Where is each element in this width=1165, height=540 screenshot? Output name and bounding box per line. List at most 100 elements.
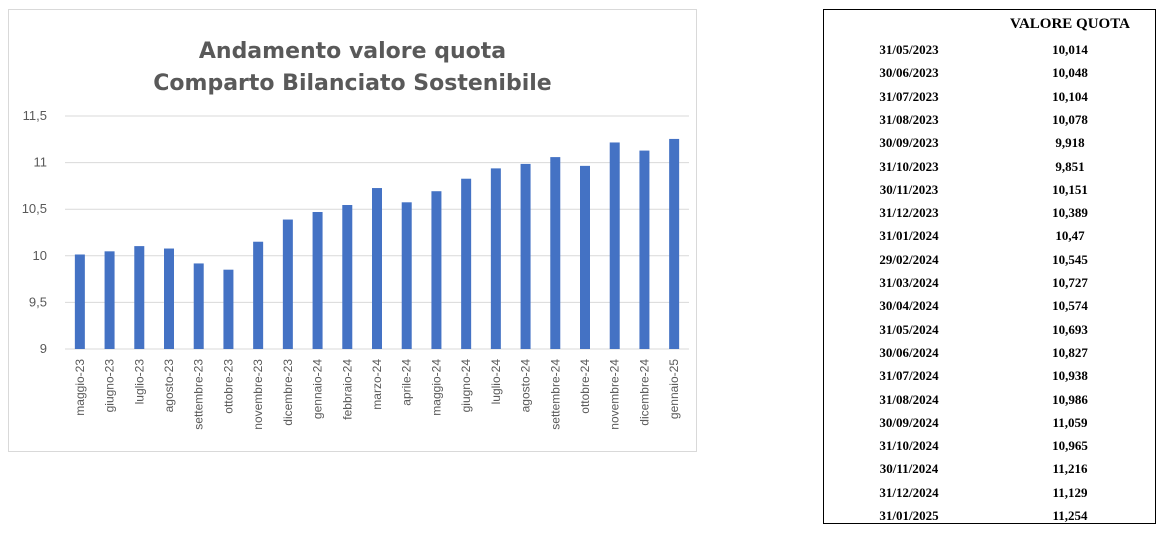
bar-luglio-24 [490, 168, 501, 349]
row-value: 9,918 [1055, 135, 1085, 151]
row-date: 31/08/2024 [879, 391, 939, 407]
table-row: 31/08/2023 10,078 [824, 112, 1155, 135]
x-tick-label: ottobre-23 [221, 359, 235, 414]
table-row: 31/12/2024 11,129 [824, 485, 1155, 508]
row-value: 10,151 [1052, 181, 1088, 197]
x-tick-label: luglio-23 [132, 359, 146, 405]
table-row: 30/06/2024 10,827 [824, 345, 1155, 368]
row-value: 10,545 [1052, 251, 1088, 267]
row-date: 31/01/2024 [879, 228, 939, 244]
x-tick-label: settembre-24 [548, 359, 562, 430]
row-value: 11,216 [1052, 461, 1088, 477]
chart-title-line1: Andamento valore quota [198, 39, 507, 64]
row-value: 10,693 [1052, 321, 1088, 337]
row-value: 10,727 [1052, 275, 1088, 290]
x-tick-label: giugno-24 [459, 359, 473, 413]
x-tick-label: novembre-23 [251, 359, 265, 430]
table-row: 30/04/2024 10,574 [824, 298, 1155, 321]
table-row: 31/05/2024 10,693 [824, 322, 1155, 345]
row-date: 29/02/2024 [879, 251, 939, 267]
bar-agosto-24 [520, 163, 531, 349]
valore-quota-table: VALORE QUOTA 31/05/2023 10,014 30/06/2023 1… [823, 9, 1156, 524]
table-row: 30/11/2023 10,151 [824, 182, 1155, 205]
bar-agosto-23 [164, 248, 174, 349]
bar-luglio-23 [134, 246, 145, 349]
bar-maggio-24 [431, 191, 442, 349]
x-tick-label: maggio-23 [73, 359, 87, 416]
y-tick-label: 10 [33, 248, 47, 263]
table-row: 31/07/2023 10,104 [824, 89, 1155, 112]
row-date: 30/04/2024 [879, 298, 939, 314]
bar-marzo-24 [372, 188, 382, 349]
table-row: 30/09/2024 11,059 [824, 415, 1155, 438]
x-tick-label: ottobre-24 [578, 359, 592, 414]
table-row: 31/03/2024 10,727 [824, 275, 1155, 298]
row-value: 11,129 [1052, 484, 1088, 500]
table-row: 31/01/2025 11,254 [824, 508, 1155, 531]
row-date: 31/12/2024 [879, 484, 939, 500]
row-date: 31/07/2023 [879, 88, 939, 104]
table-row: 30/06/2023 10,048 [824, 65, 1155, 88]
y-tick-label: 9 [40, 341, 47, 356]
bar-dicembre-23 [282, 219, 293, 349]
row-value: 11,254 [1052, 508, 1088, 523]
row-date: 31/10/2023 [879, 158, 939, 174]
bar-maggio-23 [74, 254, 85, 349]
row-date: 31/03/2024 [879, 275, 939, 290]
row-value: 10,827 [1052, 344, 1088, 360]
row-value: 10,986 [1052, 391, 1088, 407]
x-tick-label: novembre-24 [608, 359, 622, 430]
row-value: 9,851 [1055, 158, 1085, 174]
bar-settembre-23 [193, 263, 204, 349]
table-header-valore-quota: VALORE QUOTA [1010, 16, 1130, 32]
row-value: 10,574 [1052, 298, 1088, 314]
row-date: 30/11/2024 [879, 461, 939, 477]
x-tick-label: febbraio-24 [340, 359, 354, 420]
x-tick-label: agosto-24 [519, 359, 533, 413]
table-row: 31/10/2023 9,851 [824, 159, 1155, 182]
row-date: 31/05/2023 [879, 42, 939, 57]
row-date: 31/05/2024 [879, 321, 939, 337]
row-date: 31/12/2023 [879, 205, 939, 221]
x-tick-label: settembre-23 [192, 359, 206, 430]
bar-giugno-23 [104, 251, 115, 349]
x-tick-label: maggio-24 [429, 359, 443, 416]
table-row: 30/11/2024 11,216 [824, 461, 1155, 484]
table-row: 29/02/2024 10,545 [824, 252, 1155, 275]
table-row: 31/01/2024 10,47 [824, 228, 1155, 251]
bar-novembre-23 [253, 241, 264, 349]
bar-dicembre-24 [639, 150, 650, 349]
row-value: 10,078 [1052, 111, 1088, 127]
x-tick-label: gennaio-25 [667, 359, 681, 419]
x-tick-label: gennaio-24 [311, 359, 325, 419]
row-date: 30/11/2023 [879, 181, 939, 197]
chart-title: Andamento valore quota Comparto Bilancia… [9, 36, 696, 100]
y-tick-label: 11,5 [23, 108, 47, 123]
bar-novembre-24 [609, 142, 620, 349]
x-tick-label: luglio-24 [489, 359, 503, 405]
x-tick-label: marzo-24 [370, 359, 384, 410]
row-date: 30/06/2024 [879, 344, 939, 360]
table-row: 30/09/2023 9,918 [824, 135, 1155, 158]
row-date: 30/09/2023 [879, 135, 939, 151]
bar-ottobre-24 [580, 165, 590, 349]
bar-giugno-24 [461, 178, 472, 349]
x-tick-label: agosto-23 [162, 359, 176, 413]
row-value: 10,389 [1052, 205, 1088, 221]
row-value: 10,104 [1052, 88, 1088, 104]
x-tick-label: aprile-24 [400, 359, 414, 406]
row-date: 31/07/2024 [879, 368, 939, 384]
bar-chart-plot: 9 9,5 10 10,5 11 11,5 maggio-23 giugno-23 luglio… [22, 108, 689, 430]
x-tick-label: giugno-23 [103, 359, 117, 413]
row-date: 31/08/2023 [879, 111, 939, 127]
bar-settembre-24 [550, 157, 561, 349]
row-value: 10,014 [1052, 42, 1088, 57]
x-tick-label: dicembre-24 [637, 359, 651, 426]
table-row: 31/12/2023 10,389 [824, 205, 1155, 228]
row-value: 10,965 [1052, 438, 1088, 454]
bar-gennaio-25 [669, 138, 680, 349]
y-tick-label: 9,5 [29, 294, 47, 309]
bar-gennaio-24 [312, 211, 323, 349]
row-date: 30/06/2023 [879, 65, 939, 81]
table-row: 31/08/2024 10,986 [824, 392, 1155, 415]
